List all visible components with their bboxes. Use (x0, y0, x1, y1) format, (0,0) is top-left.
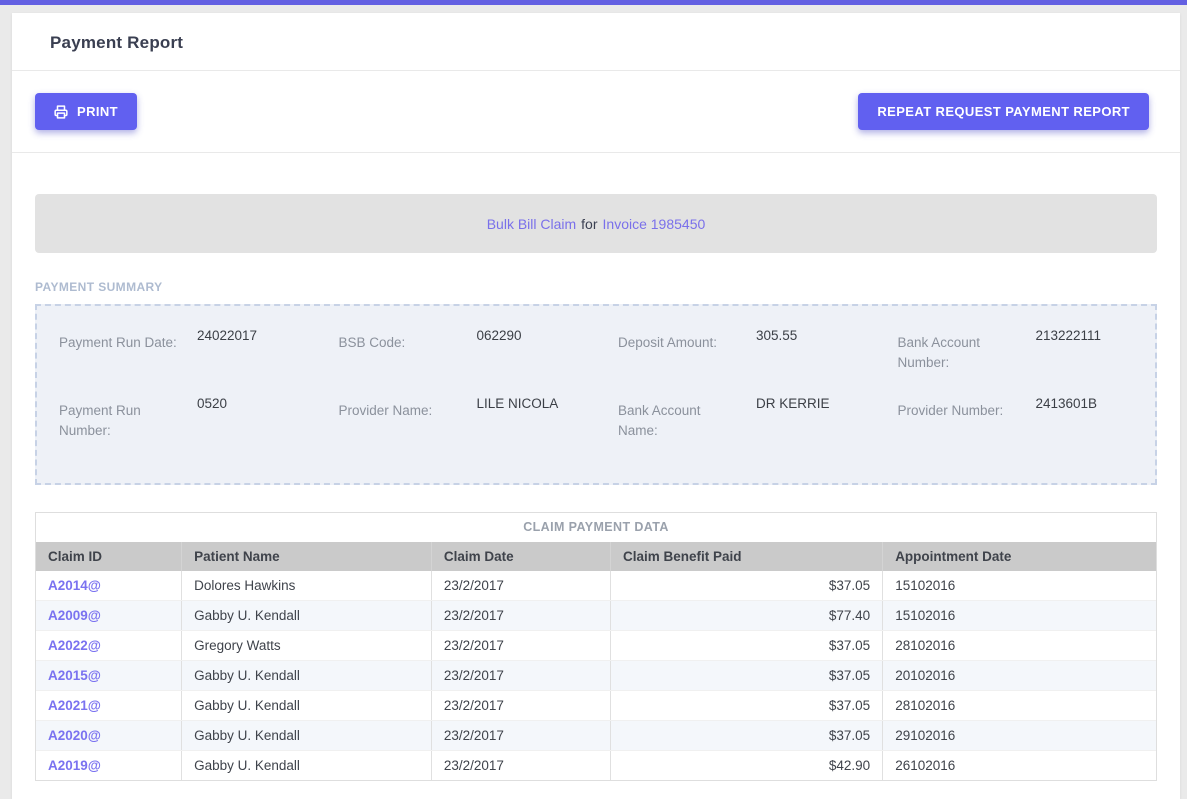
patient-name-cell: Gabby U. Kendall (182, 751, 432, 781)
benefit-paid-cell: $77.40 (611, 601, 883, 631)
bulk-bill-claim-link[interactable]: Bulk Bill Claim (487, 216, 576, 232)
patient-name-cell: Gregory Watts (182, 631, 432, 661)
claim-id-cell: A2019@ (36, 751, 182, 781)
patient-name-cell: Dolores Hawkins (182, 571, 432, 601)
claim-payment-data-title: CLAIM PAYMENT DATA (36, 513, 1156, 542)
claim-payment-data-section: CLAIM PAYMENT DATA Claim ID Patient Name… (35, 512, 1157, 781)
summary-field-value: 2413601B (1036, 394, 1098, 446)
repeat-request-button-label: REPEAT REQUEST PAYMENT REPORT (877, 104, 1130, 119)
appointment-date-cell: 15102016 (883, 571, 1156, 601)
column-header-claim-date: Claim Date (431, 542, 610, 571)
summary-field-label: Payment Run Date: (59, 333, 197, 385)
table-row: A2015@ Gabby U. Kendall 23/2/2017 $37.05… (36, 661, 1156, 691)
claim-date-cell: 23/2/2017 (431, 721, 610, 751)
column-header-claim-benefit-paid: Claim Benefit Paid (611, 542, 883, 571)
payment-summary-heading: PAYMENT SUMMARY (35, 280, 1157, 294)
claim-id-cell: A2020@ (36, 721, 182, 751)
claim-id-link[interactable]: A2014@ (48, 578, 101, 593)
summary-field-label: Provider Number: (898, 401, 1036, 453)
benefit-paid-cell: $37.05 (611, 571, 883, 601)
claim-date-cell: 23/2/2017 (431, 751, 610, 781)
invoice-link[interactable]: Invoice 1985450 (603, 216, 706, 232)
claim-id-link[interactable]: A2022@ (48, 638, 101, 653)
summary-field-value: 0520 (197, 394, 227, 446)
appointment-date-cell: 28102016 (883, 631, 1156, 661)
benefit-paid-cell: $37.05 (611, 691, 883, 721)
summary-field-label: Provider Name: (339, 401, 477, 453)
benefit-paid-cell: $42.90 (611, 751, 883, 781)
summary-field-label: Deposit Amount: (618, 333, 756, 385)
table-row: A2014@ Dolores Hawkins 23/2/2017 $37.05 … (36, 571, 1156, 601)
card-header: Payment Report (12, 13, 1180, 71)
claim-payment-table: Claim ID Patient Name Claim Date Claim B… (36, 542, 1156, 780)
claim-id-link[interactable]: A2015@ (48, 668, 101, 683)
summary-field-value: 062290 (477, 326, 522, 378)
patient-name-cell: Gabby U. Kendall (182, 661, 432, 691)
column-header-appointment-date: Appointment Date (883, 542, 1156, 571)
claim-date-cell: 23/2/2017 (431, 571, 610, 601)
appointment-date-cell: 28102016 (883, 691, 1156, 721)
page-title: Payment Report (50, 33, 1142, 53)
claim-id-cell: A2022@ (36, 631, 182, 661)
claim-id-link[interactable]: A2019@ (48, 758, 101, 773)
content-area: Bulk Bill Claim for Invoice 1985450 PAYM… (12, 194, 1180, 781)
appointment-date-cell: 20102016 (883, 661, 1156, 691)
appointment-date-cell: 15102016 (883, 601, 1156, 631)
benefit-paid-cell: $37.05 (611, 631, 883, 661)
summary-field-value: DR KERRIE (756, 394, 830, 446)
summary-field-bsb-code: BSB Code: 062290 (317, 333, 597, 385)
table-row: A2009@ Gabby U. Kendall 23/2/2017 $77.40… (36, 601, 1156, 631)
top-accent-bar (0, 0, 1187, 5)
table-row: A2019@ Gabby U. Kendall 23/2/2017 $42.90… (36, 751, 1156, 781)
claim-id-link[interactable]: A2020@ (48, 728, 101, 743)
summary-field-value: 305.55 (756, 326, 797, 378)
summary-field-provider-name: Provider Name: LILE NICOLA (317, 401, 597, 453)
summary-field-label: Payment Run Number: (59, 401, 197, 453)
printer-icon (54, 105, 68, 119)
summary-field-value: 24022017 (197, 326, 257, 378)
print-button-label: PRINT (77, 104, 118, 119)
column-header-patient-name: Patient Name (182, 542, 432, 571)
summary-field-label: Bank Account Name: (618, 401, 756, 453)
banner-connector-text: for (581, 216, 597, 232)
table-row: A2021@ Gabby U. Kendall 23/2/2017 $37.05… (36, 691, 1156, 721)
summary-field-payment-run-number: Payment Run Number: 0520 (37, 401, 317, 453)
appointment-date-cell: 29102016 (883, 721, 1156, 751)
repeat-request-payment-report-button[interactable]: REPEAT REQUEST PAYMENT REPORT (858, 93, 1149, 130)
column-header-claim-id: Claim ID (36, 542, 182, 571)
table-header-row: Claim ID Patient Name Claim Date Claim B… (36, 542, 1156, 571)
claim-id-cell: A2014@ (36, 571, 182, 601)
benefit-paid-cell: $37.05 (611, 721, 883, 751)
appointment-date-cell: 26102016 (883, 751, 1156, 781)
claim-date-cell: 23/2/2017 (431, 661, 610, 691)
claim-id-link[interactable]: A2021@ (48, 698, 101, 713)
patient-name-cell: Gabby U. Kendall (182, 601, 432, 631)
claim-invoice-banner: Bulk Bill Claim for Invoice 1985450 (35, 194, 1157, 253)
summary-field-provider-number: Provider Number: 2413601B (876, 401, 1156, 453)
summary-field-label: Bank Account Number: (898, 333, 1036, 385)
patient-name-cell: Gabby U. Kendall (182, 691, 432, 721)
claim-date-cell: 23/2/2017 (431, 691, 610, 721)
claim-id-cell: A2009@ (36, 601, 182, 631)
benefit-paid-cell: $37.05 (611, 661, 883, 691)
claim-id-cell: A2015@ (36, 661, 182, 691)
claim-date-cell: 23/2/2017 (431, 601, 610, 631)
payment-summary-box: Payment Run Date: 24022017 BSB Code: 062… (35, 304, 1157, 485)
claim-id-link[interactable]: A2009@ (48, 608, 101, 623)
toolbar: PRINT REPEAT REQUEST PAYMENT REPORT (12, 71, 1180, 153)
print-button[interactable]: PRINT (35, 93, 137, 130)
summary-field-label: BSB Code: (339, 333, 477, 385)
table-row: A2020@ Gabby U. Kendall 23/2/2017 $37.05… (36, 721, 1156, 751)
payment-report-card: Payment Report PRINT REPEAT REQUEST PAYM… (12, 13, 1180, 799)
table-row: A2022@ Gregory Watts 23/2/2017 $37.05 28… (36, 631, 1156, 661)
claim-id-cell: A2021@ (36, 691, 182, 721)
summary-field-bank-account-name: Bank Account Name: DR KERRIE (596, 401, 876, 453)
patient-name-cell: Gabby U. Kendall (182, 721, 432, 751)
summary-field-value: 213222111 (1036, 326, 1102, 378)
summary-field-deposit-amount: Deposit Amount: 305.55 (596, 333, 876, 385)
summary-field-value: LILE NICOLA (477, 394, 559, 446)
summary-field-payment-run-date: Payment Run Date: 24022017 (37, 333, 317, 385)
claim-date-cell: 23/2/2017 (431, 631, 610, 661)
summary-field-bank-account-number: Bank Account Number: 213222111 (876, 333, 1156, 385)
